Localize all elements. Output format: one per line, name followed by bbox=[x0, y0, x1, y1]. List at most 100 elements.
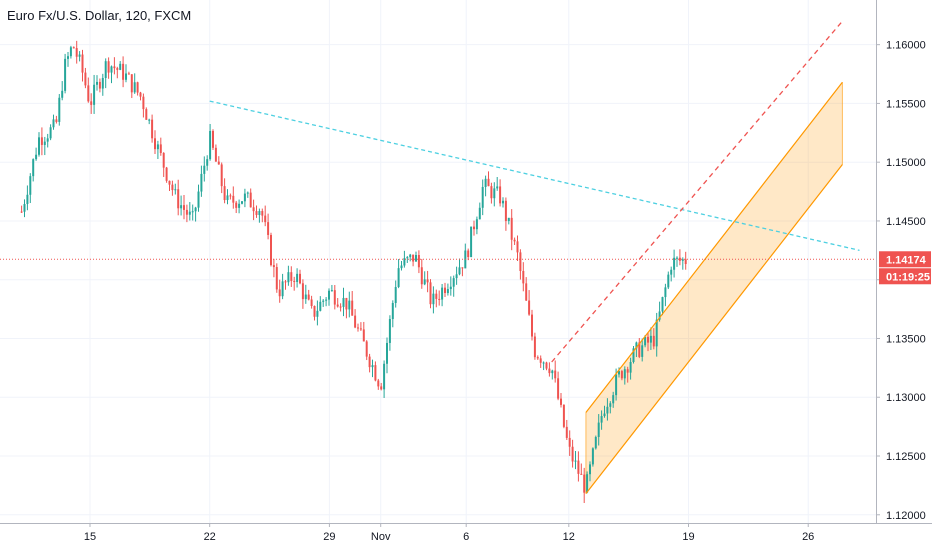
x-tick-label: 6 bbox=[463, 531, 469, 543]
candle-body bbox=[490, 186, 493, 199]
candle-body bbox=[435, 293, 438, 299]
candle-body bbox=[299, 273, 301, 284]
candle-body bbox=[116, 68, 119, 70]
candle-body bbox=[444, 287, 446, 294]
trend-line bbox=[209, 100, 860, 251]
candle-body bbox=[301, 283, 304, 300]
candle-body bbox=[383, 363, 386, 390]
candle-body bbox=[55, 119, 58, 122]
candle-body bbox=[58, 97, 61, 122]
candle-body bbox=[249, 192, 252, 208]
candle-body bbox=[670, 269, 673, 275]
candle-body bbox=[238, 203, 241, 208]
y-tick-label: 1.15000 bbox=[886, 157, 926, 169]
candle-body bbox=[391, 302, 394, 320]
candle-body bbox=[380, 386, 383, 390]
candle-body bbox=[183, 205, 185, 210]
candle-body bbox=[145, 109, 148, 120]
y-tick-label: 1.12000 bbox=[886, 510, 926, 522]
candle-body bbox=[513, 239, 516, 242]
candle-body bbox=[470, 226, 473, 258]
candle-body bbox=[133, 82, 136, 93]
candle-body bbox=[156, 144, 159, 150]
y-tick-label: 1.14500 bbox=[886, 216, 926, 228]
candle-body bbox=[241, 201, 243, 204]
candle-body bbox=[235, 202, 238, 208]
candle-body bbox=[278, 289, 281, 297]
candle-body bbox=[681, 259, 684, 261]
candle-body bbox=[647, 336, 649, 343]
candle-body bbox=[467, 250, 470, 258]
candle-body bbox=[64, 58, 67, 91]
candle-body bbox=[388, 319, 391, 343]
candle-body bbox=[415, 255, 417, 262]
candle-body bbox=[214, 147, 217, 162]
countdown-label: 01:19:25 bbox=[886, 271, 930, 283]
candle-body bbox=[203, 165, 206, 174]
candle-body bbox=[270, 234, 272, 266]
candle-body bbox=[533, 336, 536, 358]
candle-body bbox=[557, 378, 560, 399]
candle-body bbox=[548, 368, 551, 374]
candle-body bbox=[426, 279, 429, 283]
candle-body bbox=[684, 259, 687, 265]
candle-body bbox=[272, 265, 275, 268]
channel-lower-line bbox=[585, 164, 843, 494]
candle-body bbox=[519, 252, 522, 272]
candle-body bbox=[635, 342, 638, 349]
candle-body bbox=[644, 336, 647, 346]
candle-body bbox=[296, 273, 299, 282]
candle-body bbox=[316, 310, 319, 317]
candle-body bbox=[545, 362, 548, 369]
candle-body bbox=[264, 215, 267, 223]
y-tick-label: 1.13500 bbox=[886, 333, 926, 345]
x-tick-label: 29 bbox=[323, 531, 335, 543]
candle-body bbox=[507, 217, 510, 222]
candle-body bbox=[597, 422, 600, 438]
candle-body bbox=[562, 404, 565, 427]
chart-title: Euro Fx/U.S. Dollar, 120, FXCM bbox=[7, 8, 192, 23]
candle-body bbox=[423, 279, 426, 285]
candle-body bbox=[275, 267, 278, 290]
candle-body bbox=[281, 281, 284, 297]
x-tick-label: 22 bbox=[204, 531, 216, 543]
candle-body bbox=[591, 448, 594, 465]
candle-body bbox=[148, 119, 151, 121]
candle-body bbox=[583, 474, 586, 493]
candle-body bbox=[162, 152, 165, 168]
y-tick-label: 1.13000 bbox=[886, 392, 926, 404]
candle-body bbox=[255, 211, 258, 215]
candle-body bbox=[29, 176, 32, 195]
candle-body bbox=[473, 226, 475, 230]
candle-body bbox=[293, 280, 296, 282]
candle-body bbox=[194, 207, 197, 212]
candle-body bbox=[72, 47, 75, 49]
candle-body bbox=[336, 304, 339, 307]
projection-line bbox=[551, 20, 843, 363]
candle-body bbox=[365, 341, 368, 357]
candle-body bbox=[615, 374, 618, 396]
channel-fill bbox=[585, 82, 843, 494]
candle-body bbox=[673, 257, 676, 270]
candle-body bbox=[252, 207, 255, 212]
candle-body bbox=[478, 207, 481, 220]
candle-body bbox=[603, 413, 606, 417]
candle-body bbox=[159, 144, 162, 153]
candle-body bbox=[229, 195, 232, 197]
candle-body bbox=[493, 188, 496, 199]
candle-body bbox=[20, 211, 23, 213]
candle-body bbox=[406, 257, 409, 259]
candle-body bbox=[475, 219, 478, 230]
candle-body bbox=[589, 464, 591, 475]
candle-body bbox=[151, 119, 154, 139]
candle-body bbox=[499, 186, 502, 204]
candle-body bbox=[560, 398, 562, 405]
candle-body bbox=[351, 300, 354, 316]
candle-body bbox=[412, 254, 415, 262]
candle-body bbox=[420, 267, 423, 285]
candle-body bbox=[49, 127, 52, 139]
candle-body bbox=[676, 257, 678, 259]
candle-body bbox=[661, 297, 664, 312]
